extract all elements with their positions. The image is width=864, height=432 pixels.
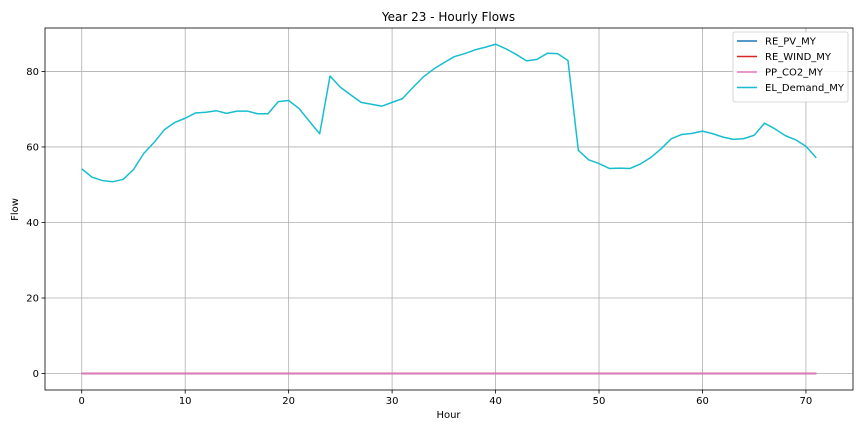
y-axis-label: Flow	[10, 198, 21, 221]
x-axis-label: Hour	[436, 410, 461, 421]
legend-box	[732, 31, 849, 103]
legend-label: PP_CO2_MY	[765, 68, 824, 79]
x-tick-label: 30	[386, 396, 399, 407]
plot-frame	[44, 27, 854, 391]
x-tick-label: 20	[282, 396, 295, 407]
y-tick-label: 40	[26, 218, 39, 229]
x-tick-label: 50	[593, 396, 606, 407]
legend-label: RE_PV_MY	[765, 37, 817, 48]
y-tick-label: 20	[26, 294, 39, 305]
ticks: 0 10 20 30 40 50 60 70 0 20 40 60 80	[26, 67, 812, 407]
series-line-el-demand-my	[81, 43, 817, 183]
y-tick-label: 80	[26, 67, 39, 78]
x-tick-label: 10	[179, 396, 192, 407]
legend-label: RE_WIND_MY	[765, 52, 832, 63]
chart-title: Year 23 - Hourly Flows	[381, 10, 515, 24]
x-tick-label: 0	[79, 396, 85, 407]
y-tick-label: 0	[33, 369, 39, 380]
x-tick-label: 70	[800, 396, 813, 407]
y-tick-label: 60	[26, 142, 39, 153]
x-tick-label: 40	[489, 396, 502, 407]
legend-label: EL_Demand_MY	[765, 83, 845, 94]
x-tick-label: 60	[696, 396, 709, 407]
legend: RE_PV_MY RE_WIND_MY PP_CO2_MY EL_Demand_MY	[732, 31, 849, 103]
series-layer	[81, 43, 817, 375]
